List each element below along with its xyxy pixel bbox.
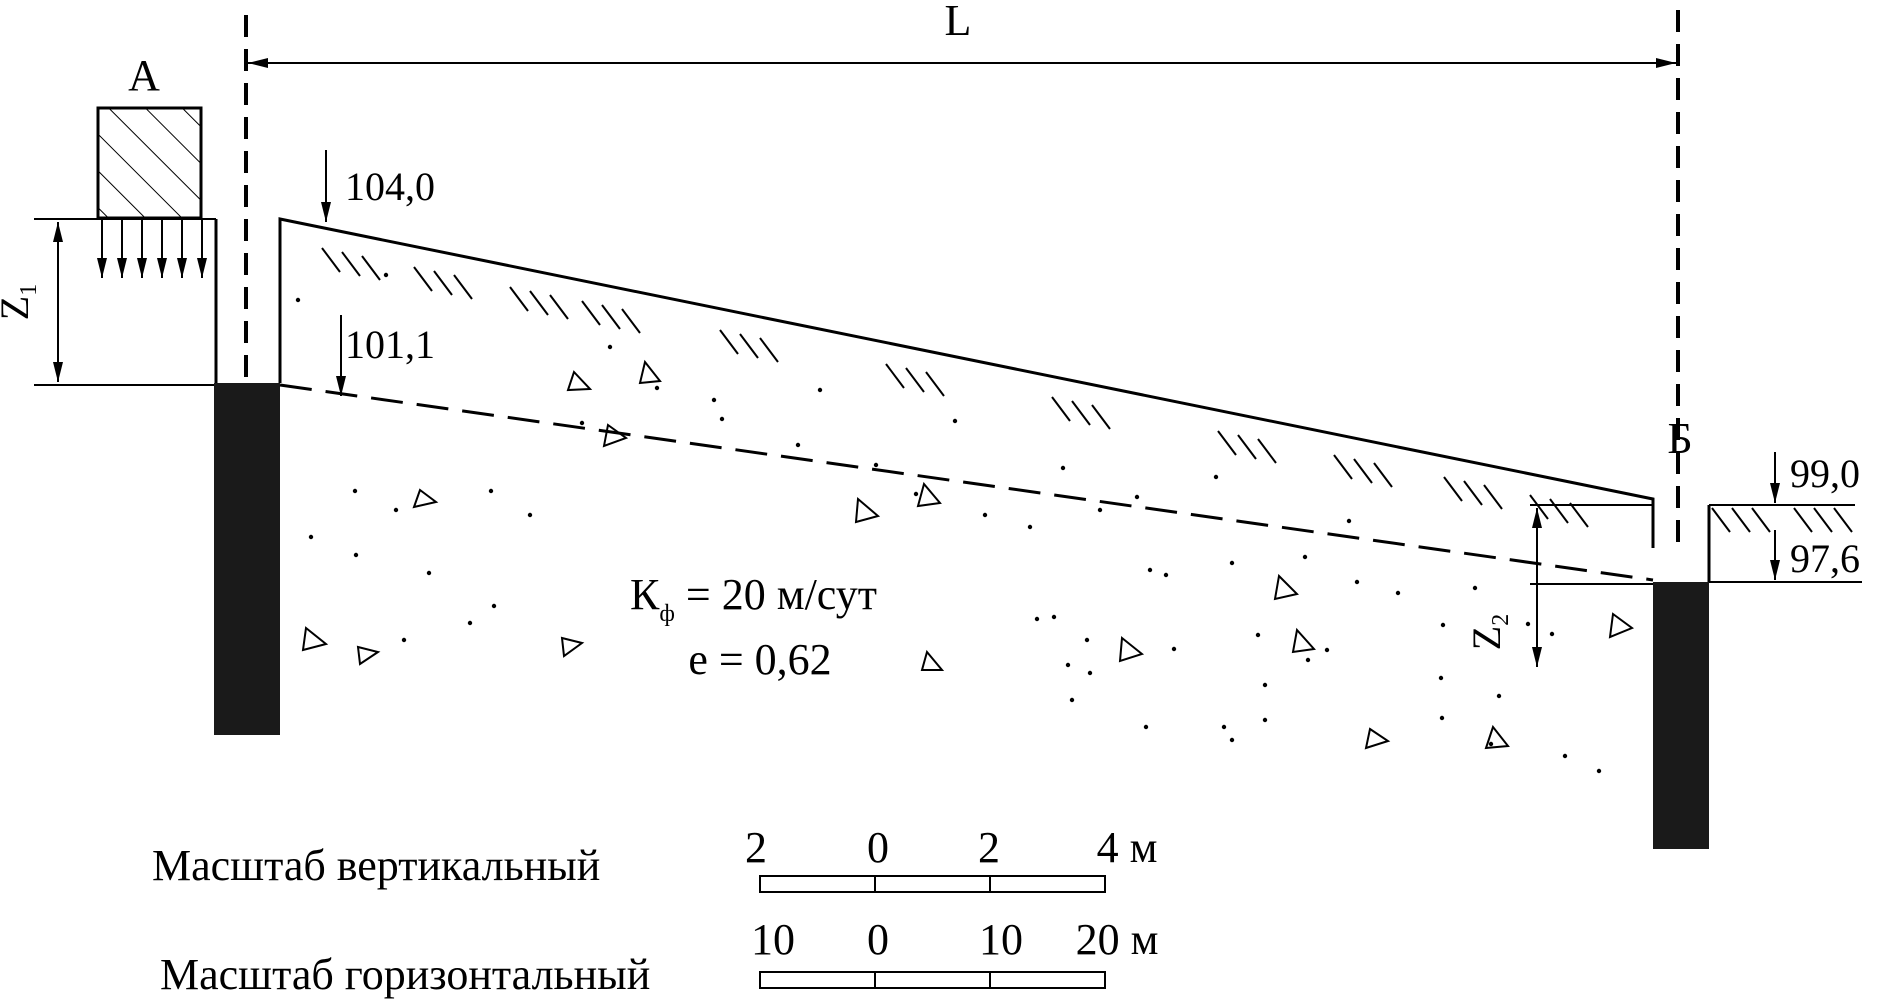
span-label: L xyxy=(945,0,972,45)
horizontal-scale-tick-2: 10 xyxy=(979,915,1023,964)
right-ground-hatching xyxy=(1711,507,1853,533)
soil-dots xyxy=(295,272,1602,774)
ground-surface xyxy=(278,217,1655,548)
vertical-scale-tick-0: 2 xyxy=(745,823,767,872)
filtration-coefficient: Кф = 20 м/сут xyxy=(630,570,877,627)
elev-water-right: 97,6 xyxy=(1790,536,1860,581)
load-arrows xyxy=(97,220,207,278)
water-table-line xyxy=(279,383,1654,582)
ground-hatching xyxy=(321,247,1589,528)
porosity-coefficient: е = 0,62 xyxy=(688,635,831,684)
vertical-scale-tick-2: 2 xyxy=(978,823,1000,872)
vertical-scale-tick-3: 4 м xyxy=(1097,823,1158,872)
left-drain xyxy=(214,383,280,735)
soil-triangles xyxy=(301,359,1635,750)
horizontal-scale-bar xyxy=(759,971,1106,989)
building-a xyxy=(96,106,203,220)
vertical-scale-label: Масштаб вертикальный xyxy=(152,841,600,890)
z1-label: Z1 xyxy=(0,284,42,320)
elev-water-left: 101,1 xyxy=(345,322,435,367)
vertical-scale-tick-1: 0 xyxy=(867,823,889,872)
z2-label: Z2 xyxy=(1464,614,1514,650)
elev-ground-right: 99,0 xyxy=(1790,451,1860,496)
horizontal-scale-label: Масштаб горизонтальный xyxy=(160,950,650,999)
right-drain xyxy=(1653,582,1709,849)
point-b-label: Б xyxy=(1667,414,1692,463)
elev-ground-left: 104,0 xyxy=(345,164,435,209)
point-a-label: А xyxy=(128,51,160,100)
horizontal-scale-tick-1: 0 xyxy=(867,915,889,964)
vertical-scale-bar xyxy=(759,875,1106,893)
horizontal-scale-tick-3: 20 м xyxy=(1076,915,1159,964)
horizontal-scale-tick-0: 10 xyxy=(751,915,795,964)
